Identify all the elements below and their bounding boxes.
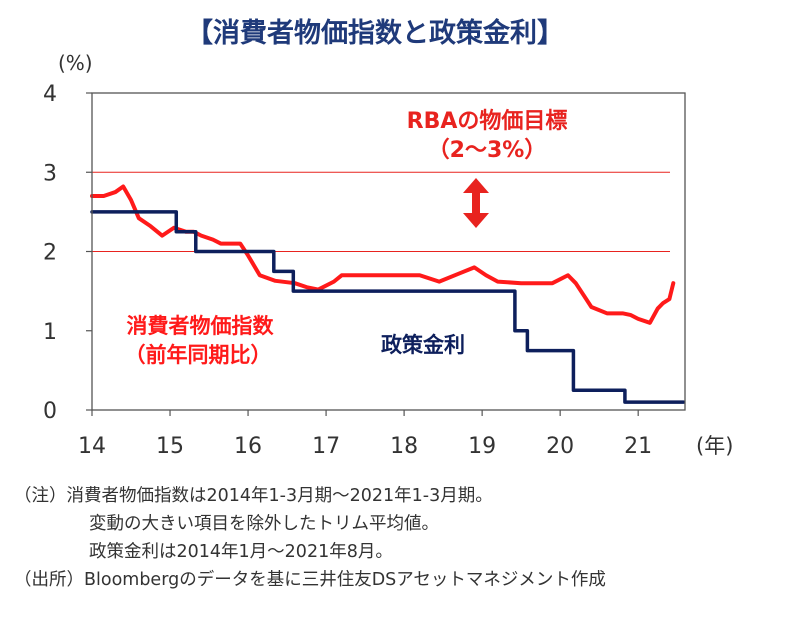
cpi-series-label-line1: 消費者物価指数 (127, 314, 275, 338)
policy-rate-series-label: 政策金利 (381, 333, 465, 357)
x-axis: 14 15 16 17 18 19 20 21 (78, 410, 652, 459)
x-tick-label: 21 (624, 434, 652, 459)
x-tick-label: 14 (78, 434, 106, 459)
target-band-label-line2: （2～3%） (428, 138, 547, 163)
x-tick-label: 18 (390, 434, 418, 459)
x-tick-label: 17 (312, 434, 340, 459)
target-band-arrow-icon (463, 178, 489, 228)
target-band-lines (92, 171, 670, 253)
x-tick-label: 20 (546, 434, 574, 459)
cpi-policy-rate-chart: 【消費者物価指数と政策金利】 (%) 0 1 2 3 4 14 15 16 17 18 19 20 2… (43, 17, 733, 459)
y-tick-label: 0 (43, 399, 57, 424)
series-layer (90, 184, 686, 404)
policy-rate-series-line (90, 210, 686, 404)
x-tick-label: 19 (468, 434, 496, 459)
source-line: （出所）Bloombergのデータを基に三井住友DSアセットマネジメント作成 (14, 570, 606, 590)
y-axis-unit: (%) (58, 51, 93, 75)
x-tick-label: 16 (234, 434, 262, 459)
target-band-label-line1: RBAの物価目標 (407, 108, 568, 134)
note-line-2: 変動の大きい項目を除外したトリム平均値。 (89, 514, 439, 534)
cpi-series-label-line2: （前年同期比） (125, 343, 272, 367)
y-tick-label: 3 (43, 161, 57, 186)
x-tick-label: 15 (156, 434, 184, 459)
y-tick-label: 1 (43, 320, 57, 345)
y-axis: 0 1 2 3 4 (43, 82, 92, 424)
cpi-series-line (90, 184, 676, 325)
chart-title: 【消費者物価指数と政策金利】 (186, 17, 564, 49)
footnotes: （注）消費者物価指数は2014年1-3月期～2021年1-3月期。 変動の大きい… (14, 482, 799, 594)
x-axis-unit: (年) (696, 434, 733, 458)
y-tick-label: 4 (43, 82, 57, 107)
note-line-1: （注）消費者物価指数は2014年1-3月期～2021年1-3月期。 (14, 486, 493, 506)
y-tick-label: 2 (43, 241, 57, 266)
note-line-3: 政策金利は2014年1月～2021年8月。 (89, 542, 393, 562)
